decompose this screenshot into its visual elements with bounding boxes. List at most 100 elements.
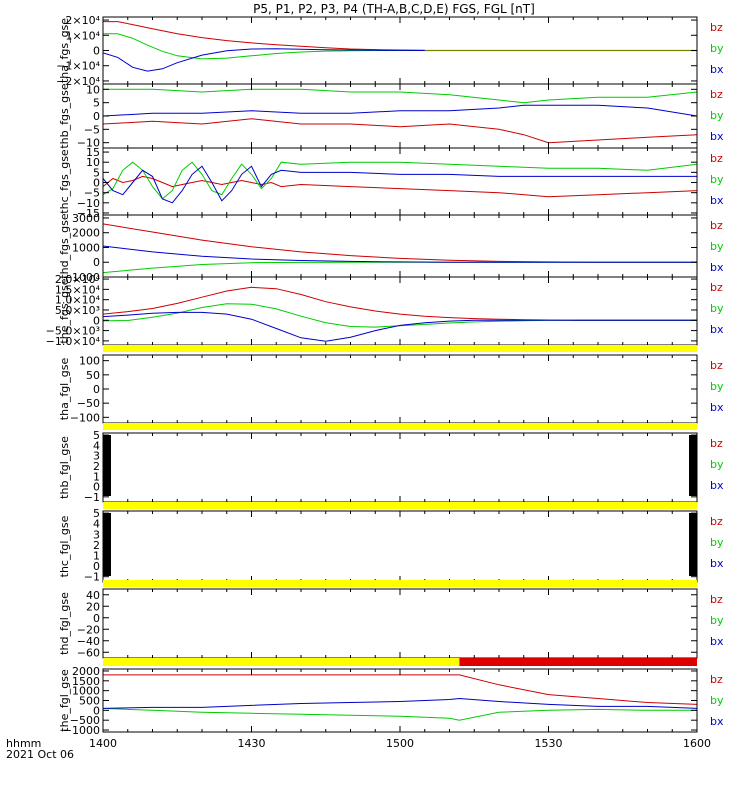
y-axis-label: the_fgl_gse xyxy=(58,669,71,732)
legend-label-bz: bz xyxy=(710,515,723,528)
y-tick-label: −2×10⁴ xyxy=(56,75,100,88)
series-line-bz xyxy=(103,286,697,321)
y-tick-label: 15 xyxy=(86,146,100,159)
series-line-bz xyxy=(103,118,697,144)
y-tick-label: 10 xyxy=(86,156,100,169)
legend-label-bz: bz xyxy=(710,281,723,294)
legend-label-by: by xyxy=(710,536,724,549)
panel-frame xyxy=(102,214,698,278)
data-gap-marker xyxy=(103,513,111,576)
y-axis-label: thd_fgs_gse xyxy=(58,213,71,279)
y-tick-label: 2 xyxy=(93,460,100,473)
y-tick-label: 1500 xyxy=(72,675,100,688)
legend-label-bz: bz xyxy=(710,593,723,606)
y-tick-label: −5.0×10³ xyxy=(46,325,100,338)
y-tick-label: 0 xyxy=(93,256,100,269)
panel-frame xyxy=(102,147,698,216)
series-line-bx xyxy=(103,245,697,263)
y-tick-label: 1.0×10⁴ xyxy=(55,294,101,307)
panel-frame xyxy=(102,276,698,346)
series-line-by xyxy=(103,33,425,60)
legend-label-by: by xyxy=(710,109,724,122)
y-tick-label: 10 xyxy=(86,83,100,96)
panel-5: 2.0×10⁴1.5×10⁴1.0×10⁴5.0×10³0−5.0×10³−1.… xyxy=(46,273,724,348)
y-tick-label: 5.0×10³ xyxy=(55,304,100,317)
y-tick-label: 2 xyxy=(93,539,100,552)
data-gap-marker xyxy=(689,435,697,496)
y-tick-label: 1 xyxy=(93,470,100,483)
y-tick-label: −500 xyxy=(70,714,100,727)
x-axis: hhmm 2021 Oct 06 1400 1430 1500 1530 1600 xyxy=(6,737,711,761)
panel-frame xyxy=(102,510,698,583)
legend-label-bz: bz xyxy=(710,673,723,686)
x-tick-label: 1400 xyxy=(89,737,117,750)
y-tick-label: −50 xyxy=(77,397,100,410)
y-tick-label: −1×10⁴ xyxy=(56,60,100,73)
y-tick-label: 3 xyxy=(93,528,100,541)
series-line-by xyxy=(103,707,697,721)
x-axis-date: 2021 Oct 06 xyxy=(6,748,74,761)
legend-label-by: by xyxy=(710,458,724,471)
y-tick-label: 50 xyxy=(86,369,100,382)
status-bar xyxy=(103,423,697,430)
series-line-bz xyxy=(103,223,697,263)
y-tick-label: 1.5×10⁴ xyxy=(55,283,101,296)
legend-label-bx: bx xyxy=(710,479,724,492)
series-line-bz xyxy=(103,175,697,198)
y-tick-label: 2.0×10⁴ xyxy=(55,273,101,286)
y-tick-label: 2000 xyxy=(72,227,100,240)
legend-label-by: by xyxy=(710,42,724,55)
y-tick-label: −100 xyxy=(70,411,100,424)
legend-label-by: by xyxy=(710,614,724,627)
y-tick-label: 0 xyxy=(93,383,100,396)
status-bar xyxy=(103,502,697,509)
y-tick-label: 500 xyxy=(79,695,100,708)
legend-label-by: by xyxy=(710,173,724,186)
y-tick-label: 0 xyxy=(93,110,100,123)
x-axis-label: hhmm xyxy=(6,737,41,750)
status-bar xyxy=(103,580,697,587)
series-line-by xyxy=(103,161,697,200)
status-bar-segment xyxy=(459,658,697,666)
y-tick-label: −1000 xyxy=(63,724,100,737)
series-line-bx xyxy=(103,311,697,342)
panel-frame xyxy=(102,668,698,733)
legend-label-bx: bx xyxy=(710,715,724,728)
y-tick-label: 0 xyxy=(93,45,100,58)
y-tick-label: 1 xyxy=(93,550,100,563)
y-tick-label: 4 xyxy=(93,518,100,531)
y-tick-label: 5 xyxy=(93,429,100,442)
y-tick-label: 100 xyxy=(79,355,100,368)
y-tick-label: 2000 xyxy=(72,665,100,678)
legend-label-bx: bx xyxy=(710,130,724,143)
legend-label-by: by xyxy=(710,380,724,393)
y-tick-label: 0 xyxy=(93,704,100,717)
y-axis-label: tha_fgs_gse xyxy=(58,18,71,83)
panel-frame xyxy=(102,354,698,424)
y-tick-label: −15 xyxy=(77,207,100,220)
y-axis-label: the_fgs_gse xyxy=(58,278,71,343)
y-tick-label: −40 xyxy=(77,635,100,648)
y-tick-label: −1 xyxy=(84,491,100,504)
y-tick-label: −1.0×10⁴ xyxy=(46,335,101,348)
legend-label-bz: bz xyxy=(710,219,723,232)
x-tick-label: 1500 xyxy=(386,737,414,750)
legend-label-bz: bz xyxy=(710,437,723,450)
y-axis-label: thc_fgs_gse xyxy=(58,149,71,214)
legend-label-bx: bx xyxy=(710,261,724,274)
series-line-by xyxy=(103,303,697,328)
y-tick-label: −10 xyxy=(77,197,100,210)
y-axis-label: thb_fgl_gse xyxy=(58,436,71,499)
y-tick-label: −5 xyxy=(84,187,100,200)
y-tick-label: −60 xyxy=(77,646,100,659)
legend-label-by: by xyxy=(710,302,724,315)
y-tick-label: 4 xyxy=(93,439,100,452)
panel-frame xyxy=(102,588,698,659)
